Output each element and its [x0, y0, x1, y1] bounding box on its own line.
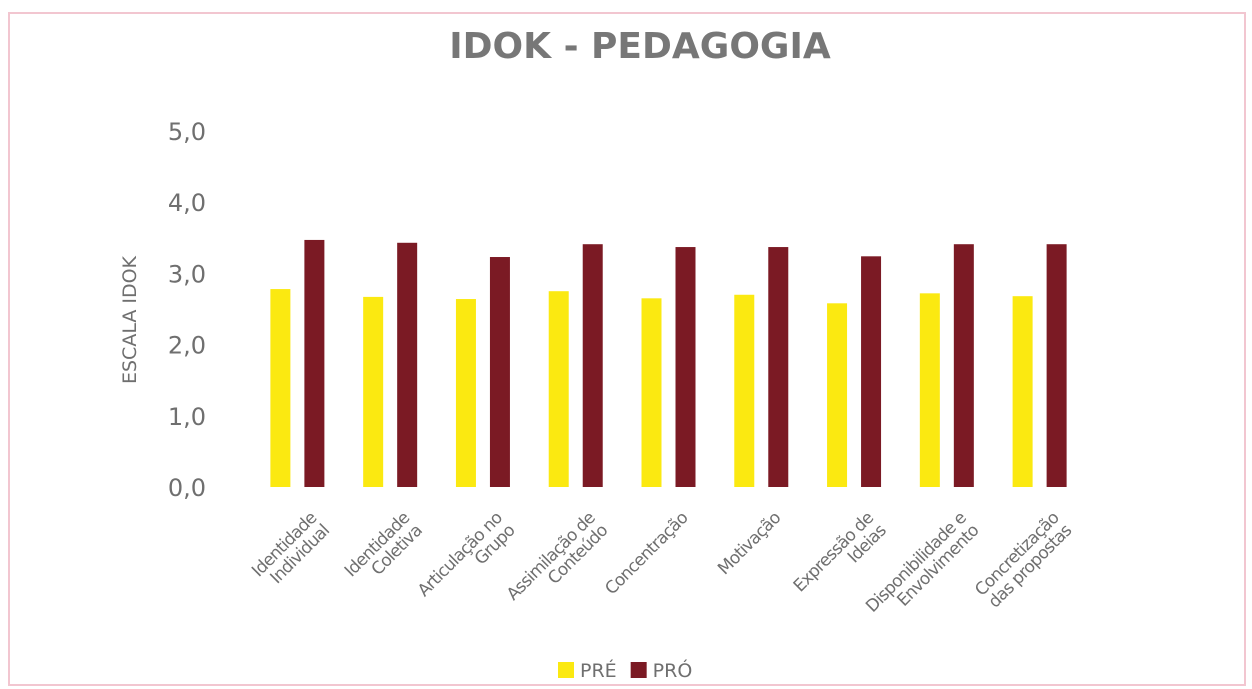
bar [861, 256, 882, 487]
bar [919, 293, 940, 487]
y-tick-label: 1,0 [168, 403, 206, 431]
bar [827, 303, 848, 487]
bar [641, 298, 662, 487]
bar [1012, 296, 1033, 487]
bar [582, 244, 603, 487]
x-tick-label: Concretizaçãodas propostas [971, 508, 1076, 613]
bar [675, 247, 696, 487]
x-tick-label: Motivação [714, 508, 785, 579]
y-tick-label: 5,0 [168, 118, 206, 146]
legend-label: PRÉ [580, 659, 617, 682]
legend-swatch [558, 662, 574, 678]
bar [455, 299, 476, 487]
legend-swatch [630, 662, 647, 678]
y-axis-label: ESCALA IDOK [119, 255, 141, 384]
bar [397, 242, 418, 487]
bar [734, 294, 755, 487]
y-tick-label: 0,0 [168, 474, 206, 502]
x-tick-label: Articulação noGrupo [414, 508, 519, 613]
x-tick-label: Concentração [601, 508, 692, 599]
y-tick-label: 2,0 [168, 332, 206, 360]
bar [304, 239, 325, 487]
bar [489, 257, 510, 487]
bar [548, 291, 569, 487]
chart-border [8, 12, 1246, 686]
x-tick-label: IdentidadeIndividual [248, 508, 334, 594]
bar [768, 247, 789, 487]
bar [953, 244, 974, 487]
chart-title: IDOK - PEDAGOGIA [449, 26, 831, 67]
legend-label: PRÓ [653, 658, 693, 682]
bar [1046, 244, 1067, 487]
x-tick-label: Assimilação deConteúdo [503, 508, 612, 617]
x-tick-label: IdentidadeColetiva [341, 508, 427, 594]
bar [270, 289, 291, 487]
y-tick-label: 3,0 [168, 260, 206, 288]
bar [363, 296, 384, 487]
y-tick-label: 4,0 [168, 189, 206, 217]
